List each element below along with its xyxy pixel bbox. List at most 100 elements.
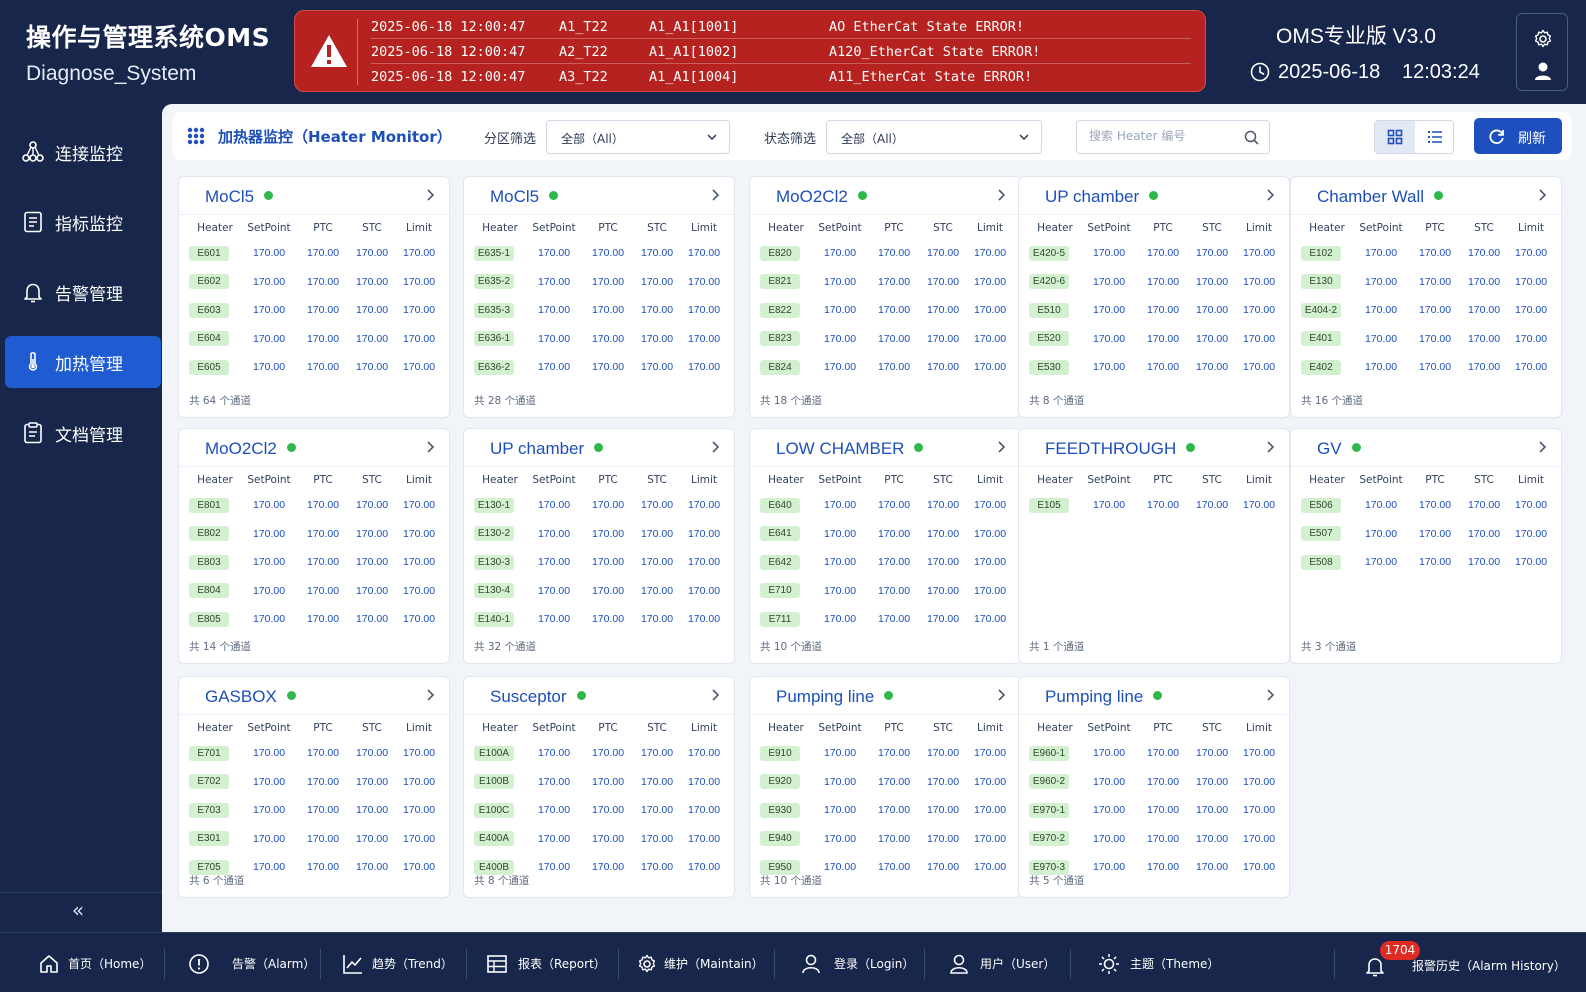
table-row[interactable]: E970-3 170.00 170.00 170.00 170.00 xyxy=(1029,853,1283,882)
heater-id-tag[interactable]: E603 xyxy=(189,302,229,318)
table-row[interactable]: E601 170.00 170.00 170.00 170.00 xyxy=(189,239,443,268)
table-row[interactable]: E930 170.00 170.00 170.00 170.00 xyxy=(760,796,1014,825)
heater-id-tag[interactable]: E520 xyxy=(1029,331,1069,347)
nav-home[interactable]: 首页（Home） xyxy=(36,933,156,992)
table-row[interactable]: E520 170.00 170.00 170.00 170.00 xyxy=(1029,325,1283,354)
table-row[interactable]: E636-2 170.00 170.00 170.00 170.00 xyxy=(474,353,728,382)
nav-maintain[interactable]: 维护（Maintain） xyxy=(634,933,774,992)
card-header[interactable]: LOW CHAMBER xyxy=(750,429,1020,467)
heater-id-tag[interactable]: E970-1 xyxy=(1029,802,1069,818)
heater-id-tag[interactable]: E940 xyxy=(760,831,800,847)
card-header[interactable]: Pumping line xyxy=(750,677,1020,715)
alarm-banner[interactable]: 2025-06-18 12:00:47 A1_T22 A1_A1[1001] A… xyxy=(294,10,1206,92)
heater-id-tag[interactable]: E824 xyxy=(760,359,800,375)
table-row[interactable]: E940 170.00 170.00 170.00 170.00 xyxy=(760,825,1014,854)
table-row[interactable]: E710 170.00 170.00 170.00 170.00 xyxy=(760,577,1014,606)
table-row[interactable]: E970-1 170.00 170.00 170.00 170.00 xyxy=(1029,796,1283,825)
heater-id-tag[interactable]: E100A xyxy=(474,745,514,761)
table-row[interactable]: E420-6 170.00 170.00 170.00 170.00 xyxy=(1029,268,1283,297)
heater-id-tag[interactable]: E702 xyxy=(189,774,229,790)
nav-report[interactable]: 报表（Report） xyxy=(484,933,614,992)
table-row[interactable]: E401 170.00 170.00 170.00 170.00 xyxy=(1301,325,1555,354)
heater-id-tag[interactable]: E130-4 xyxy=(474,583,514,599)
heater-id-tag[interactable]: E420-6 xyxy=(1029,274,1069,290)
heater-id-tag[interactable]: E960-1 xyxy=(1029,745,1069,761)
heater-id-tag[interactable]: E803 xyxy=(189,554,229,570)
heater-id-tag[interactable]: E970-2 xyxy=(1029,831,1069,847)
heater-id-tag[interactable]: E701 xyxy=(189,745,229,761)
card-header[interactable]: FEEDTHROUGH xyxy=(1019,429,1289,467)
chevron-right-icon[interactable] xyxy=(423,440,437,454)
table-row[interactable]: E530 170.00 170.00 170.00 170.00 xyxy=(1029,353,1283,382)
heater-id-tag[interactable]: E641 xyxy=(760,526,800,542)
chevron-right-icon[interactable] xyxy=(994,188,1008,202)
table-row[interactable]: E824 170.00 170.00 170.00 170.00 xyxy=(760,353,1014,382)
table-row[interactable]: E100B 170.00 170.00 170.00 170.00 xyxy=(474,768,728,797)
nav-theme[interactable]: 主题（Theme） xyxy=(1096,933,1226,992)
heater-id-tag[interactable]: E130 xyxy=(1301,274,1341,290)
heater-search-box[interactable] xyxy=(1076,120,1270,154)
refresh-button[interactable]: 刷新 xyxy=(1474,118,1562,154)
table-row[interactable]: E402 170.00 170.00 170.00 170.00 xyxy=(1301,353,1555,382)
heater-id-tag[interactable]: E710 xyxy=(760,583,800,599)
grid-view-button[interactable] xyxy=(1375,121,1415,153)
table-row[interactable]: E100C 170.00 170.00 170.00 170.00 xyxy=(474,796,728,825)
heater-id-tag[interactable]: E604 xyxy=(189,331,229,347)
table-row[interactable]: E821 170.00 170.00 170.00 170.00 xyxy=(760,268,1014,297)
heater-id-tag[interactable]: E801 xyxy=(189,497,229,513)
table-row[interactable]: E960-1 170.00 170.00 170.00 170.00 xyxy=(1029,739,1283,768)
card-header[interactable]: GV xyxy=(1291,429,1561,467)
heater-id-tag[interactable]: E640 xyxy=(760,497,800,513)
table-row[interactable]: E636-1 170.00 170.00 170.00 170.00 xyxy=(474,325,728,354)
heater-id-tag[interactable]: E705 xyxy=(189,859,229,875)
chevron-right-icon[interactable] xyxy=(1263,440,1277,454)
heater-id-tag[interactable]: E301 xyxy=(189,831,229,847)
card-header[interactable]: MoO2Cl2 xyxy=(750,177,1020,215)
table-row[interactable]: E602 170.00 170.00 170.00 170.00 xyxy=(189,268,443,297)
table-row[interactable]: E970-2 170.00 170.00 170.00 170.00 xyxy=(1029,825,1283,854)
card-header[interactable]: Pumping line xyxy=(1019,677,1289,715)
alarm-row[interactable]: 2025-06-18 12:00:47 A2_T22 A1_A1[1002] A… xyxy=(371,39,1191,64)
table-row[interactable]: E507 170.00 170.00 170.00 170.00 xyxy=(1301,520,1555,549)
heater-id-tag[interactable]: E507 xyxy=(1301,526,1341,542)
heater-id-tag[interactable]: E100B xyxy=(474,774,514,790)
table-row[interactable]: E100A 170.00 170.00 170.00 170.00 xyxy=(474,739,728,768)
table-row[interactable]: E804 170.00 170.00 170.00 170.00 xyxy=(189,577,443,606)
status-filter-select[interactable]: 全部（All） xyxy=(826,120,1042,154)
heater-id-tag[interactable]: E642 xyxy=(760,554,800,570)
chevron-right-icon[interactable] xyxy=(1263,688,1277,702)
card-header[interactable]: MoCl5 xyxy=(179,177,449,215)
table-row[interactable]: E803 170.00 170.00 170.00 170.00 xyxy=(189,548,443,577)
table-row[interactable]: E702 170.00 170.00 170.00 170.00 xyxy=(189,768,443,797)
table-row[interactable]: E130-2 170.00 170.00 170.00 170.00 xyxy=(474,520,728,549)
table-row[interactable]: E130-4 170.00 170.00 170.00 170.00 xyxy=(474,577,728,606)
card-header[interactable]: MoO2Cl2 xyxy=(179,429,449,467)
heater-id-tag[interactable]: E823 xyxy=(760,331,800,347)
nav-login[interactable]: 登录（Login） xyxy=(798,933,918,992)
table-row[interactable]: E102 170.00 170.00 170.00 170.00 xyxy=(1301,239,1555,268)
heater-id-tag[interactable]: E703 xyxy=(189,802,229,818)
heater-id-tag[interactable]: E601 xyxy=(189,245,229,261)
heater-id-tag[interactable]: E402 xyxy=(1301,359,1341,375)
heater-id-tag[interactable]: E420-5 xyxy=(1029,245,1069,261)
heater-id-tag[interactable]: E804 xyxy=(189,583,229,599)
heater-id-tag[interactable]: E802 xyxy=(189,526,229,542)
chevron-right-icon[interactable] xyxy=(1535,188,1549,202)
table-row[interactable]: E420-5 170.00 170.00 170.00 170.00 xyxy=(1029,239,1283,268)
chevron-right-icon[interactable] xyxy=(1263,188,1277,202)
heater-id-tag[interactable]: E602 xyxy=(189,274,229,290)
table-row[interactable]: E920 170.00 170.00 170.00 170.00 xyxy=(760,768,1014,797)
heater-id-tag[interactable]: E140-1 xyxy=(474,611,514,627)
table-row[interactable]: E130-3 170.00 170.00 170.00 170.00 xyxy=(474,548,728,577)
card-header[interactable]: UP chamber xyxy=(1019,177,1289,215)
table-row[interactable]: E635-3 170.00 170.00 170.00 170.00 xyxy=(474,296,728,325)
table-row[interactable]: E711 170.00 170.00 170.00 170.00 xyxy=(760,605,1014,634)
nav-alarm[interactable]: 告警（Alarm） xyxy=(186,933,316,992)
heater-id-tag[interactable]: E105 xyxy=(1029,497,1069,513)
chevron-right-icon[interactable] xyxy=(708,688,722,702)
heater-id-tag[interactable]: E950 xyxy=(760,859,800,875)
table-row[interactable]: E703 170.00 170.00 170.00 170.00 xyxy=(189,796,443,825)
heater-id-tag[interactable]: E100C xyxy=(474,802,514,818)
card-header[interactable]: Chamber Wall xyxy=(1291,177,1561,215)
heater-id-tag[interactable]: E605 xyxy=(189,359,229,375)
